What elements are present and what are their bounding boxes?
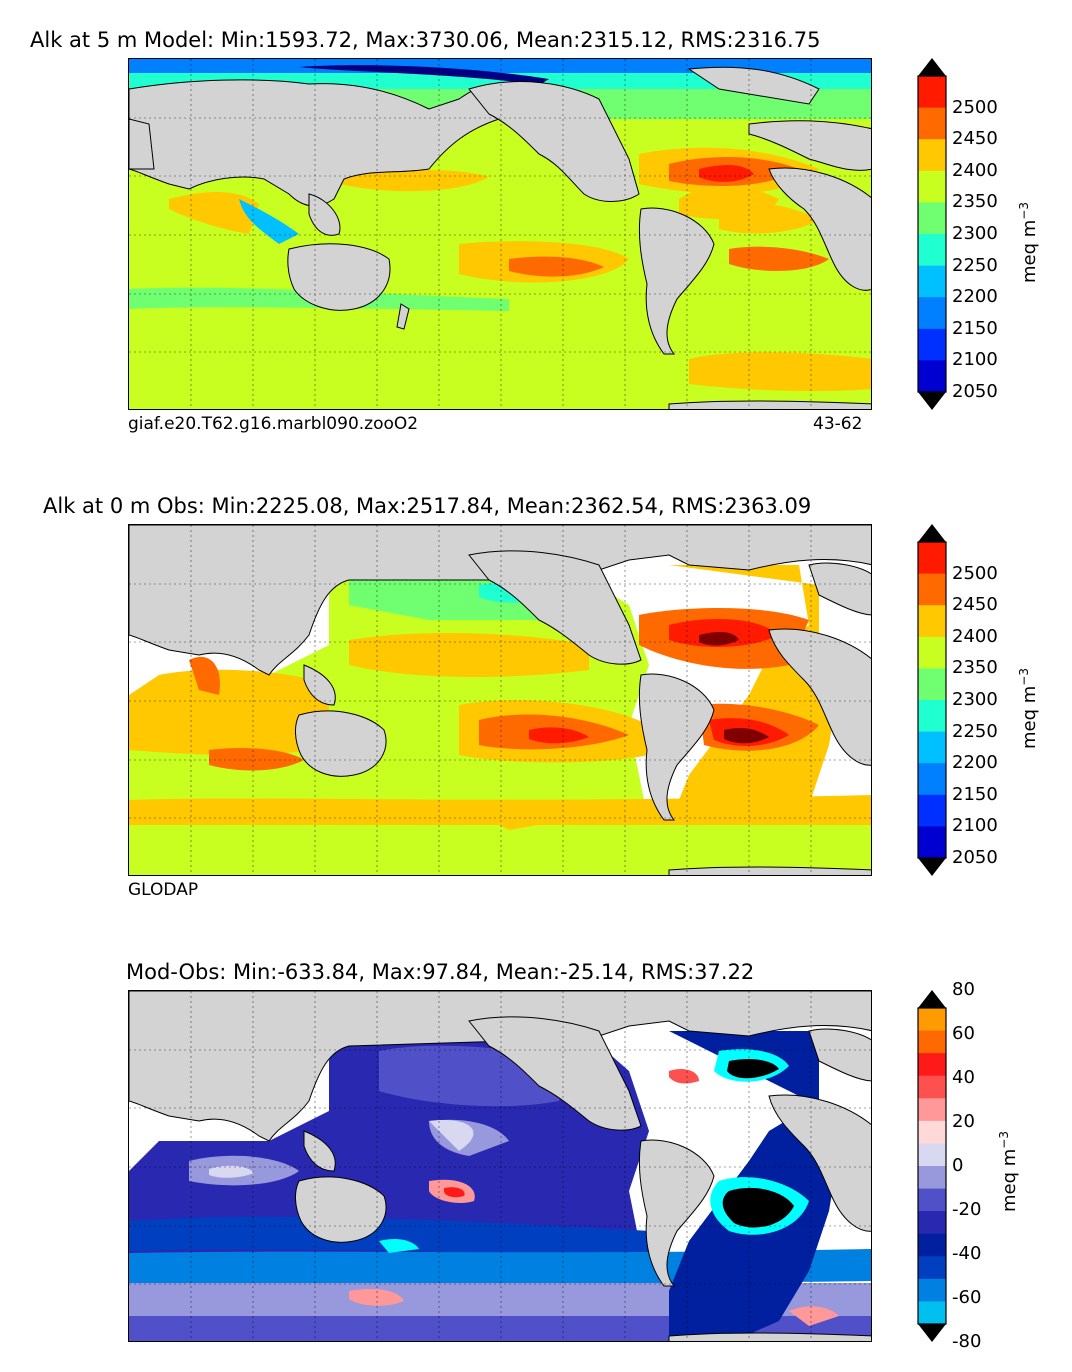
colorbar-tick-label: 2250 [952, 720, 998, 742]
colorbar-tick-label: 2450 [952, 128, 998, 150]
model-colorbar [917, 58, 947, 410]
colorbar-tick-label: 2200 [952, 752, 998, 774]
colorbar-tick-label: 2100 [952, 349, 998, 371]
colorbar-segment [918, 1120, 946, 1144]
colorbar-tick-label: 2500 [952, 562, 998, 584]
colorbar-tick-label: -60 [952, 1287, 982, 1308]
obs-source-label: GLODAP [128, 880, 199, 900]
colorbar-segment [918, 573, 946, 606]
colorbar-segment [918, 1278, 946, 1302]
obs-colorbar-unit: meq m−3 [1017, 668, 1040, 749]
colorbar-segment [918, 1075, 946, 1099]
colorbar-segment [918, 700, 946, 733]
colorbar-segment [918, 636, 946, 669]
colorbar-tick-label: 2300 [952, 689, 998, 710]
colorbar-segment [918, 76, 946, 109]
colorbar-segment [918, 265, 946, 298]
colorbar-tick-label: 2050 [952, 847, 998, 868]
colorbar-segment [918, 668, 946, 701]
colorbar-segment [918, 202, 946, 235]
colorbar-tick-label: 0 [952, 1155, 964, 1176]
colorbar-max-arrow [918, 990, 946, 1008]
colorbar-segment [918, 1188, 946, 1212]
model-case-label: giaf.e20.T62.g16.marbl090.zooO2 [128, 414, 419, 434]
diff-alkalinity-map [128, 990, 872, 1342]
diff-colorbar-unit: meq m−3 [997, 1131, 1020, 1212]
colorbar-segment [918, 1008, 946, 1032]
colorbar-min-arrow [918, 858, 946, 876]
model-colorbar-unit: meq m−3 [1017, 202, 1040, 283]
colorbar-border [917, 1007, 947, 1325]
colorbar-segment [918, 731, 946, 764]
colorbar-segment [918, 794, 946, 827]
colorbar-tick-label: 2100 [952, 815, 998, 837]
colorbar-segment [918, 1256, 946, 1280]
colorbar-graphic [917, 990, 947, 1342]
colorbar-tick-label: 20 [952, 1111, 975, 1132]
colorbar-tick-label: -20 [952, 1199, 982, 1220]
colorbar-segment [918, 1211, 946, 1235]
colorbar-tick-label: -80 [952, 1331, 982, 1352]
colorbar-border [917, 75, 947, 393]
colorbar-segment [918, 360, 946, 393]
colorbar-tick-label: 80 [952, 979, 975, 1000]
colorbar-segment [918, 1301, 946, 1325]
colorbar-segment [918, 1233, 946, 1257]
colorbar-segment [918, 1030, 946, 1054]
colorbar-segment [918, 1143, 946, 1167]
colorbar-tick-label: -40 [952, 1243, 982, 1264]
diff-panel-title: Mod-Obs: Min:-633.84, Max:97.84, Mean:-2… [126, 960, 755, 984]
colorbar-max-arrow [918, 524, 946, 542]
colorbar-segment [918, 170, 946, 203]
colorbar-min-arrow [918, 392, 946, 410]
diff-colorbar [917, 990, 947, 1342]
colorbar-tick-label: 2200 [952, 286, 998, 308]
obs-colorbar [917, 524, 947, 876]
colorbar-tick-label: 2400 [952, 625, 998, 647]
colorbar-graphic [917, 524, 947, 876]
colorbar-tick-label: 2150 [952, 783, 998, 805]
colorbar-segment [918, 763, 946, 796]
colorbar-tick-label: 2350 [952, 191, 998, 213]
colorbar-tick-label: 2500 [952, 96, 998, 118]
colorbar-segment [918, 1098, 946, 1122]
colorbar-segment [918, 826, 946, 859]
colorbar-tick-label: 2350 [952, 657, 998, 679]
model-panel-title: Alk at 5 m Model: Min:1593.72, Max:3730.… [30, 28, 821, 52]
colorbar-segment [918, 605, 946, 638]
colorbar-tick-label: 2300 [952, 223, 998, 244]
obs-panel-title: Alk at 0 m Obs: Min:2225.08, Max:2517.84… [43, 494, 812, 518]
colorbar-tick-label: 60 [952, 1023, 975, 1044]
model-years-label: 43-62 [813, 414, 863, 434]
obs-alkalinity-map [128, 524, 872, 876]
colorbar-segment [918, 107, 946, 140]
colorbar-segment [918, 328, 946, 361]
colorbar-tick-label: 2050 [952, 381, 998, 402]
colorbar-segment [918, 234, 946, 267]
colorbar-segment [918, 139, 946, 172]
colorbar-max-arrow [918, 58, 946, 76]
colorbar-tick-label: 2250 [952, 254, 998, 276]
colorbar-border [917, 541, 947, 859]
colorbar-tick-label: 2150 [952, 317, 998, 339]
colorbar-min-arrow [918, 1324, 946, 1342]
colorbar-graphic [917, 58, 947, 410]
colorbar-segment [918, 297, 946, 330]
colorbar-segment [918, 1166, 946, 1190]
colorbar-segment [918, 1053, 946, 1077]
colorbar-tick-label: 40 [952, 1067, 975, 1088]
colorbar-tick-label: 2400 [952, 159, 998, 181]
model-alkalinity-map [128, 58, 872, 410]
colorbar-segment [918, 542, 946, 575]
colorbar-tick-label: 2450 [952, 594, 998, 616]
